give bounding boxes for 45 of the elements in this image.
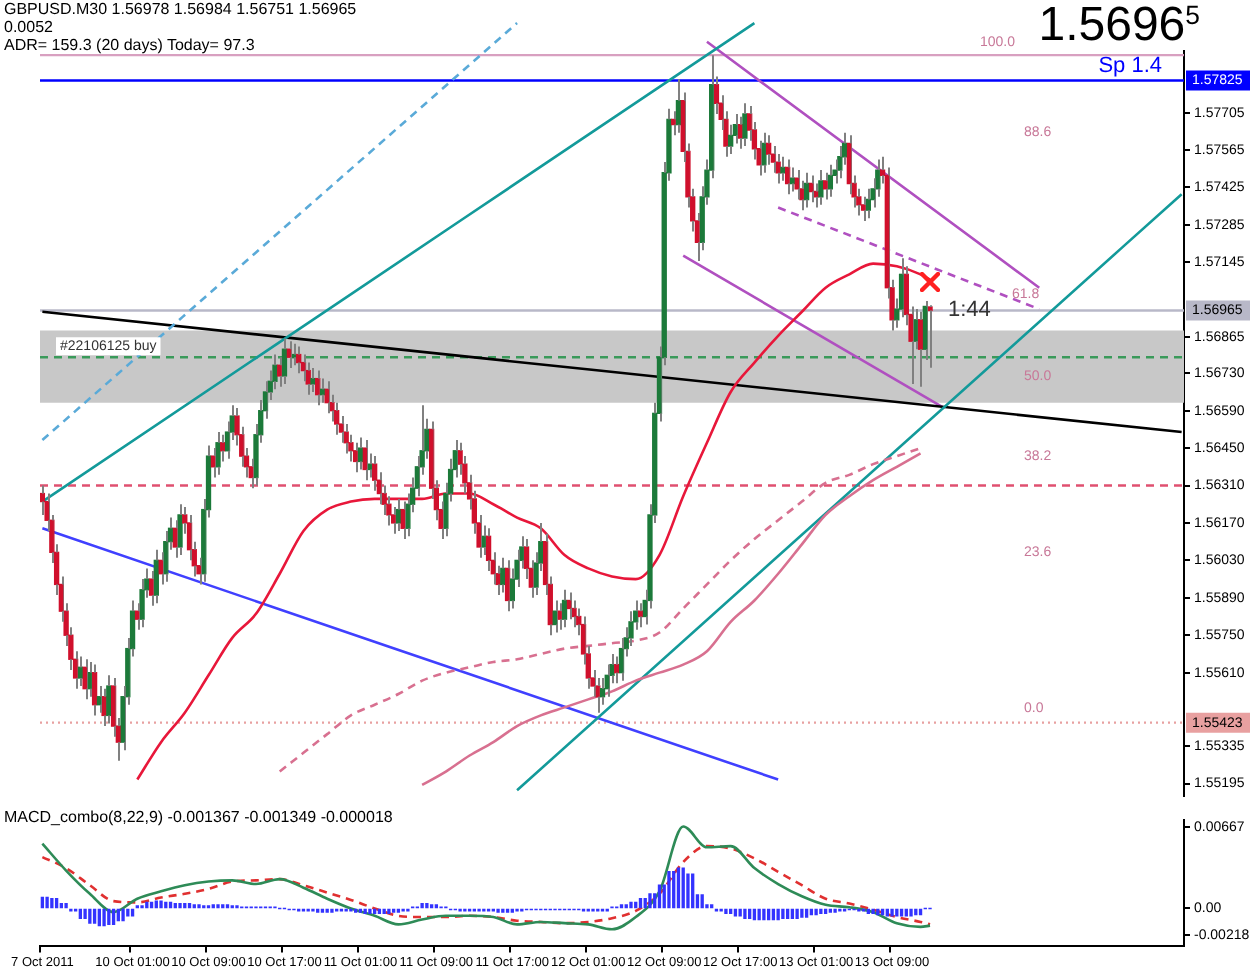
- candlestick: [82, 658, 88, 701]
- candlestick: [77, 655, 84, 688]
- line-series: [41, 844, 932, 926]
- candlestick: [637, 602, 644, 629]
- annotation: 1:44: [948, 298, 991, 324]
- candlestick: [789, 166, 796, 193]
- candlestick: [742, 102, 748, 148]
- candlestick: [803, 171, 810, 209]
- annotation: Sp 1.4: [1098, 54, 1162, 80]
- candlestick: [177, 503, 183, 557]
- candlestick: [353, 441, 359, 474]
- candlestick: [400, 500, 406, 540]
- candlestick: [334, 401, 340, 436]
- candlestick: [614, 655, 620, 685]
- line-series: [41, 825, 932, 931]
- candlestick: [296, 345, 302, 375]
- candlestick: [215, 431, 221, 476]
- candlestick: [362, 439, 368, 482]
- candlestick: [765, 134, 772, 166]
- chart-title: GBPUSD.M30 1.56978 1.56984 1.56751 1.56965: [4, 0, 357, 19]
- candlestick: [780, 155, 786, 182]
- annotation: 1.5696$^{5}$: [1038, 0, 1200, 52]
- candlestick: [808, 174, 815, 204]
- candlestick: [827, 163, 834, 198]
- candlestick: [860, 195, 867, 222]
- candlestick: [761, 131, 767, 174]
- candlestick: [566, 591, 572, 621]
- candlestick: [286, 340, 292, 369]
- candlestick: [91, 663, 98, 717]
- candlestick: [822, 171, 829, 201]
- candlestick: [552, 599, 558, 634]
- candlestick: [561, 588, 568, 629]
- candlestick: [319, 377, 326, 404]
- candlestick: [281, 337, 288, 385]
- candlestick: [500, 556, 506, 594]
- candlestick: [818, 169, 824, 206]
- candlestick: [324, 380, 330, 415]
- annotation: 0.0052: [4, 18, 53, 37]
- candlestick: [784, 158, 791, 196]
- candlestick: [153, 548, 159, 605]
- candlestick: [395, 497, 402, 532]
- chart-title: MACD_combo(8,22,9) -0.001367 -0.001349 -0.000018: [4, 808, 393, 827]
- annotation: ADR= 159.3 (20 days) Today= 97.3: [4, 36, 255, 55]
- candlestick: [504, 559, 511, 613]
- candlestick: [315, 369, 321, 407]
